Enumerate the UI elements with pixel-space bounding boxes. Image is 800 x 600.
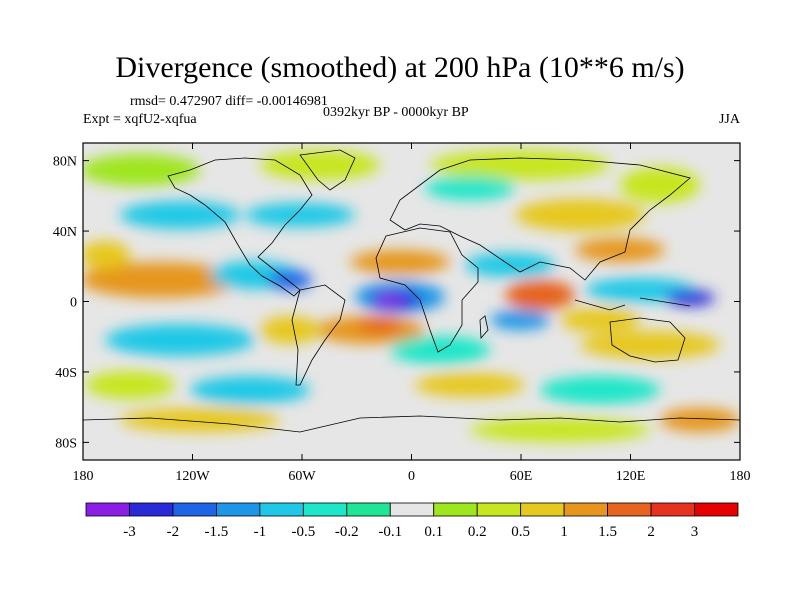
coast-antarctica [83,415,740,433]
colorbar-label: -0.1 [378,524,402,540]
field-layer [83,143,740,460]
figure-title: Divergence (smoothed) at 200 hPa (10**6 … [115,51,685,84]
blob-s-pacific-cyan [105,324,255,356]
colorbar-swatch [129,502,174,517]
x-tick-label: 180 [73,469,94,484]
colorbar: -3 -2 -1.5 -1 -0.5 -0.2 -0.1 0.1 0.2 0.5 1 1.5 2 3 [85,502,739,540]
colorbar-swatch [389,502,435,517]
season-label: JJA [718,112,740,127]
colorbar-swatch [563,502,609,517]
y-axis: 80N 40N 0 40S 80S [53,155,740,451]
colorbar-label: 1 [560,524,568,540]
blob-e-pacific-orange [83,262,240,298]
blob-s-ocean-cyan-2 [540,376,660,404]
colorbar-label: -0.2 [335,524,359,540]
blob-dateline-yellow [83,241,130,269]
x-tick-label: 0 [408,469,415,484]
x-tick-label: 120W [175,469,210,484]
blob-n-america-cyan [245,203,355,227]
colorbar-label: 2 [647,524,655,540]
coast-south-america [291,284,346,386]
colorbar-label: -3 [123,524,136,540]
colorbar-label: 3 [691,524,699,540]
x-tick-label: 60E [510,469,533,484]
x-tick-label: 180 [730,469,751,484]
stats-label: rmsd= 0.472907 diff= -0.00146981 [130,94,328,109]
blob-arctic-eurasia [430,150,610,180]
y-tick-label: 0 [70,296,77,311]
x-axis: 180 120W 60W 0 60E 120E 180 [73,143,751,484]
blob-australia-yellow [580,331,720,359]
coast-australia [609,317,686,363]
coast-greenland [299,149,356,191]
colorbar-swatch [172,502,217,517]
blob-c-america-blue [268,270,312,290]
coast-africa [375,227,479,353]
colorbar-swatch [85,502,130,517]
blob-arctic-pacific [83,154,200,186]
blob-s-ocean-yellow [415,373,525,397]
colorbar-swatch [302,502,348,517]
colorbar-swatch [476,502,522,517]
blob-s-atlantic-red [358,317,402,333]
y-tick-label: 40N [53,225,77,240]
coastlines [83,149,740,433]
y-tick-label: 80S [55,436,77,451]
period-label: 0392kyr BP - 0000kyr BP [323,105,469,120]
coast-eurasia [389,157,691,281]
blob-s-africa-cyan [390,336,490,364]
y-tick-label: 80N [53,155,77,170]
blob-antarctic-green [470,418,650,442]
colorbar-label: 0.1 [424,524,443,540]
blob-asia-yellow [515,199,645,231]
blob-indian-blue [490,310,550,330]
coast-indonesia [574,297,691,311]
colorbar-label: -0.5 [291,524,315,540]
blob-arctic-atlantic [260,150,380,180]
colorbar-swatch [607,502,652,517]
blob-s-ocean-cyan [190,376,310,404]
blob-w-pacific-min [665,290,715,306]
blob-antarctic-yellow-1 [120,408,280,432]
colorbar-swatch [694,502,739,517]
blob-kamchatka [620,167,700,203]
blob-europe-cyan [425,176,515,200]
coast-madagascar [479,315,489,340]
blob-s-ocean-green-1 [85,371,175,399]
x-tick-label: 120E [616,469,646,484]
colorbar-swatch [650,502,695,517]
blob-atlantic-min-core [376,294,404,306]
colorbar-swatch [346,502,391,517]
blob-n-pacific-cyan [120,201,240,229]
experiment-label: Expt = xqfU2-xqfua [83,112,197,127]
blob-sahel-orange [350,250,450,274]
colorbar-swatch [433,502,478,517]
coast-north-america [167,157,313,297]
blob-indian-yellow [560,308,640,332]
colorbar-label: -1 [254,524,267,540]
blob-china-orange [575,238,665,262]
colorbar-label: 0.5 [511,524,530,540]
colorbar-label: 0.2 [468,524,487,540]
x-tick-label: 60W [288,469,316,484]
colorbar-swatch [520,502,565,517]
colorbar-label: 1.5 [598,524,617,540]
colorbar-swatch [259,502,304,517]
colorbar-label: -2 [167,524,180,540]
colorbar-swatch [215,502,261,517]
colorbar-label: -1.5 [205,524,229,540]
blob-indian-ocean-max [505,280,575,310]
blob-s-america-yellow [260,316,320,344]
y-tick-label: 40S [55,366,77,381]
blob-antarctic-orange [660,408,740,432]
